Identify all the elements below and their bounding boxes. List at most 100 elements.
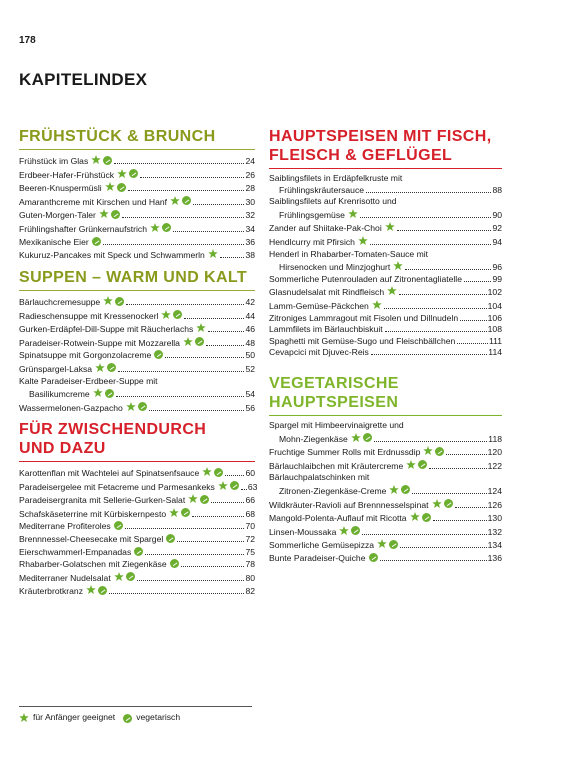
entry-name: Mexikanische Eier	[19, 236, 89, 247]
entry-name: Cevapcici mit Djuvec-Reis	[269, 347, 369, 358]
index-entry: Wassermelonen-Gazpacho 56	[19, 401, 255, 415]
entry-icons	[103, 295, 125, 306]
section-title: SUPPEN – WARM UND KALT	[19, 269, 248, 286]
entry-page-number: 54	[245, 389, 255, 400]
entry-icons	[91, 154, 113, 165]
dot-leader	[464, 280, 492, 282]
entry-name: Fruchtige Summer Rolls mit Erdnussdip	[269, 447, 421, 458]
index-entry: Grünspargel-Laksa 52	[19, 362, 255, 376]
entry-icons	[166, 533, 176, 543]
entry-name: Mohn-Ziegenkäse	[279, 433, 348, 444]
entry-page-number: 30	[245, 196, 255, 207]
entry-name: Brennnessel-Cheesecake mit Spargel	[19, 533, 164, 544]
entry-icons	[126, 401, 147, 412]
entry-name: Kräuterbrotkranz	[19, 586, 84, 597]
entry-name: Lammfilets im Bärlauchbiskuit	[269, 324, 383, 335]
star-leaf-icon	[161, 309, 172, 320]
leaf-icon	[368, 552, 378, 562]
star-leaf-icon	[19, 713, 29, 723]
star-leaf-icon	[218, 480, 228, 491]
index-entry: Eierschwammerl-Empanadas 75	[19, 546, 255, 559]
leaf-icon	[154, 350, 164, 360]
dot-leader	[405, 269, 492, 271]
index-entry: Hendlcurry mit Pfirsich 94	[269, 235, 502, 249]
leaf-icon	[214, 467, 224, 477]
dot-leader	[369, 243, 492, 245]
entry-icons	[389, 484, 411, 495]
entry-page-number: 106	[487, 312, 502, 323]
section-title-line: FÜR ZWISCHENDURCH	[19, 421, 207, 438]
section-divider	[269, 415, 502, 416]
entry-icons	[348, 208, 358, 218]
entry-name: Basilikumcreme	[29, 389, 90, 400]
index-entry: Bärlauchlaibchen mit Kräutercreme 122	[269, 459, 502, 473]
index-entry: Cevapcici mit Djuvec-Reis 114	[269, 347, 502, 359]
entry-icons	[114, 571, 135, 582]
entry-page-number: 38	[245, 250, 255, 261]
entry-page-number: 52	[245, 363, 255, 374]
entry-continuation: Frühlingsgemüse 90	[269, 208, 502, 222]
page-number: 178	[19, 35, 36, 46]
entry-page-number: 32	[245, 210, 255, 221]
dot-leader	[399, 294, 487, 296]
star-leaf-icon	[348, 208, 358, 219]
dot-leader	[114, 163, 245, 164]
section-title: FÜR ZWISCHENDURCH UND DAZU	[19, 420, 255, 458]
entry-name: Frühstück im Glas	[19, 156, 89, 166]
star-leaf-icon	[183, 336, 193, 347]
section-snacks: FÜR ZWISCHENDURCH UND DAZU Karottenflan …	[19, 420, 257, 598]
section-main-veg: VEGETARISCHE HAUPTSPEISEN Spargel mit Hi…	[269, 374, 502, 565]
entry-name: Glasnudelsalat mit Rindfleisch	[269, 287, 385, 298]
entry-page-number: 70	[245, 521, 255, 532]
index-entry: Gurken-Erdäpfel-Dill-Suppe mit Räucherla…	[19, 322, 255, 336]
entry-name: Wildkräuter-Ravioli auf Brennnesselspina…	[269, 499, 429, 510]
dot-leader	[412, 492, 487, 494]
entry-icons	[377, 538, 399, 549]
dot-leader	[115, 396, 245, 398]
index-entry: Frühlingshafter Grünkernaufstrich 34	[19, 222, 255, 236]
entry-page-number: 124	[487, 485, 502, 496]
leaf-icon	[125, 572, 135, 582]
index-entry: Guten-Morgen-Taler 32	[19, 208, 255, 222]
dot-leader	[102, 243, 245, 245]
star-leaf-icon	[385, 222, 395, 232]
entry-page-number: 66	[245, 495, 255, 506]
dot-leader	[124, 528, 245, 530]
dot-leader	[219, 257, 245, 259]
index-entry: Mexikanische Eier 36	[19, 236, 255, 249]
dot-leader	[383, 307, 487, 309]
star-leaf-icon	[169, 507, 179, 518]
legend-divider	[19, 706, 252, 707]
index-entry: Bunte Paradeiser-Quiche 136	[269, 552, 502, 565]
entry-page-number: 134	[487, 540, 502, 551]
entry-page-number: 82	[245, 586, 255, 597]
index-entry: Brennnessel-Cheesecake mit Spargel 72	[19, 533, 255, 546]
entry-name: Erdbeer-Hafer-Frühstück	[19, 169, 115, 180]
entry-page-number: 92	[492, 223, 502, 234]
index-entry: Mangold-Polenta-Auflauf mit Ricotta 130	[269, 511, 502, 525]
dot-leader	[460, 319, 487, 321]
section-title-line: HAUPTSPEISEN	[269, 394, 399, 411]
entry-icons	[406, 459, 428, 470]
entry-page-number: 46	[245, 324, 255, 335]
section-title: VEGETARISCHE HAUPTSPEISEN	[269, 374, 502, 412]
entry-icons	[134, 546, 144, 556]
entry-page-number: 80	[245, 572, 255, 583]
dot-leader	[145, 553, 245, 555]
leaf-icon	[98, 585, 108, 595]
section-divider	[269, 168, 502, 169]
star-leaf-icon	[86, 585, 96, 595]
entry-icons	[368, 552, 378, 562]
entry-name: Paradeiser-Rotwein-Suppe mit Mozzarella	[19, 337, 180, 348]
leaf-icon	[162, 223, 172, 233]
index-entry: Fruchtige Summer Rolls mit Erdnussdip 120	[269, 445, 502, 459]
entry-name: Frühlingsgemüse	[279, 209, 345, 220]
leaf-icon	[229, 481, 239, 491]
star-leaf-icon	[372, 299, 382, 310]
entry-icons	[208, 248, 218, 259]
index-entry: Zitroniges Lammragout mit Fisolen und Di…	[269, 313, 502, 325]
entry-name: Eierschwammerl-Empanadas	[19, 546, 132, 557]
leaf-icon	[137, 402, 147, 412]
entry-name: Lamm-Gemüse-Päckchen	[269, 300, 369, 311]
star-leaf-icon	[409, 512, 420, 522]
